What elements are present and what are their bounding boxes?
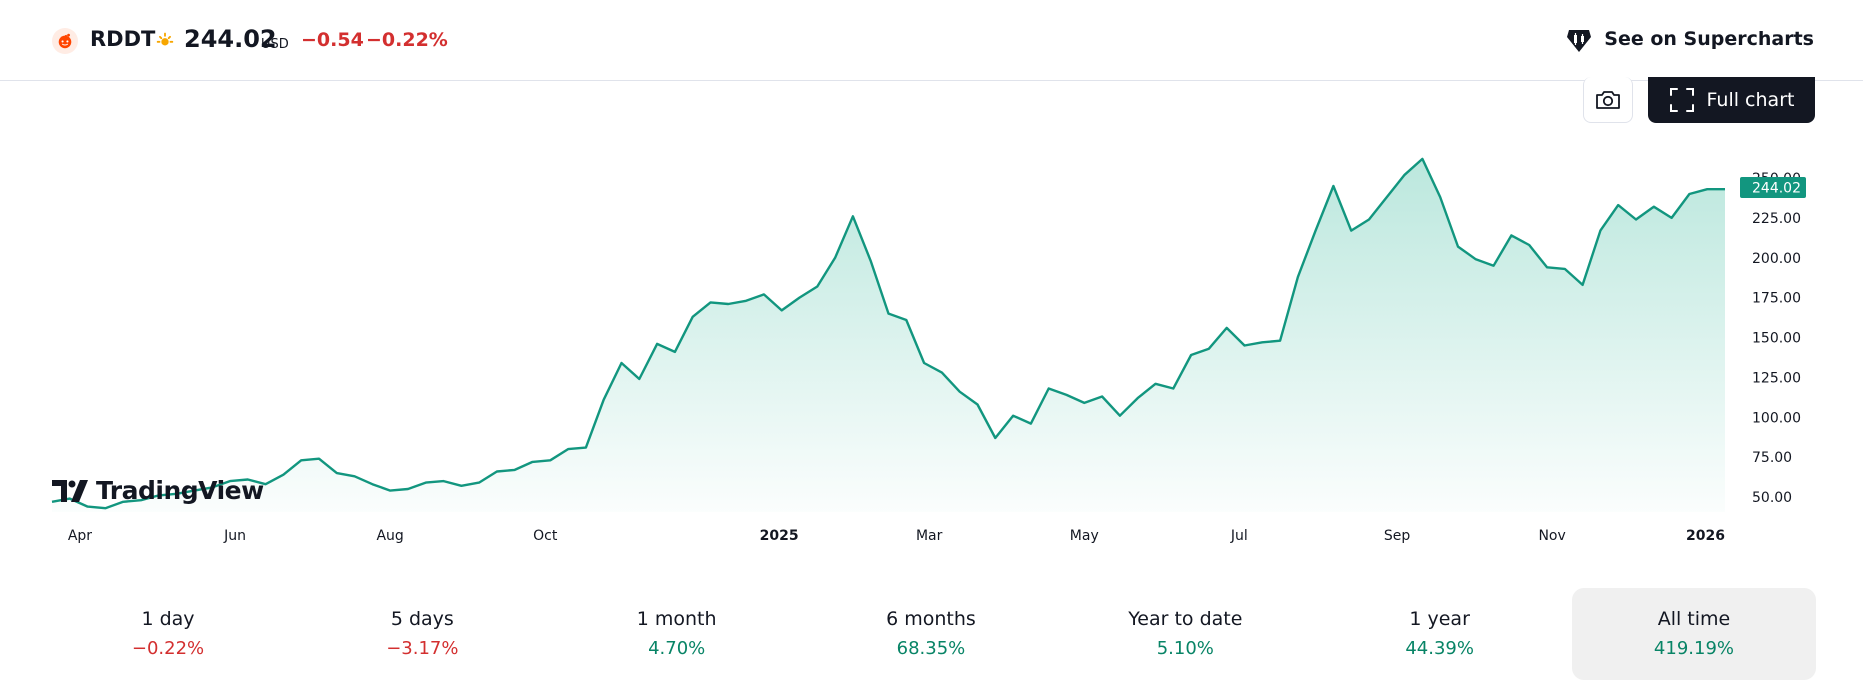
- period-change: 419.19%: [1653, 638, 1735, 659]
- x-tick-label: May: [1070, 528, 1099, 544]
- period-label: 5 days: [390, 608, 454, 630]
- x-tick-label: 2025: [760, 528, 799, 544]
- symbol-header: RDDT 244.02 USD −0.54 −0.22% See on Supe…: [0, 0, 1863, 81]
- x-tick-label: Jul: [1230, 528, 1248, 544]
- period-button[interactable]: 5 days −3.17%: [300, 588, 544, 680]
- y-tick-label: 100.00: [1752, 410, 1801, 426]
- period-button[interactable]: Year to date 5.10%: [1063, 588, 1307, 680]
- market-session-sun-icon: [156, 32, 174, 46]
- time-axis: Apr Jun Aug Oct 2025 Mar May Jul Sep Nov 2026: [68, 528, 1725, 544]
- see-on-supercharts-link[interactable]: See on Supercharts: [1564, 24, 1814, 54]
- last-price: 244.02: [184, 25, 277, 53]
- tradingview-logo-icon: [52, 479, 88, 502]
- supercharts-label: See on Supercharts: [1604, 28, 1814, 50]
- last-price-marker-label: 244.02: [1752, 181, 1801, 197]
- y-tick-label: 200.00: [1752, 251, 1801, 267]
- tradingview-logo[interactable]: TradingView: [52, 476, 264, 505]
- y-tick-label: 50.00: [1752, 490, 1792, 506]
- tradingview-logo-text: TradingView: [96, 476, 264, 505]
- period-button[interactable]: 1 month 4.70%: [555, 588, 799, 680]
- y-tick-label: 125.00: [1752, 370, 1801, 386]
- y-tick-label: 225.00: [1752, 211, 1801, 227]
- period-change: 44.39%: [1405, 638, 1474, 659]
- period-label: 6 months: [886, 608, 976, 630]
- x-tick-label: 2026: [1686, 528, 1725, 544]
- x-tick-label: Mar: [916, 528, 943, 544]
- supercharts-icon: [1567, 30, 1592, 52]
- period-selector: 1 day −0.22% 5 days −3.17% 1 month 4.70% 6 mon…: [46, 588, 1816, 680]
- last-price-marker-bg: [1740, 177, 1806, 199]
- last-price-marker: 244.02: [1740, 177, 1806, 199]
- period-button[interactable]: 6 months 68.35%: [809, 588, 1053, 680]
- full-chart-label: Full chart: [1706, 89, 1795, 111]
- period-change: 4.70%: [648, 638, 706, 659]
- y-tick-label: 175.00: [1752, 291, 1801, 307]
- period-button[interactable]: 1 day −0.22%: [46, 588, 290, 680]
- period-button[interactable]: 1 year 44.39%: [1318, 588, 1562, 680]
- y-tick-label: 75.00: [1752, 450, 1792, 466]
- period-label: 1 year: [1409, 608, 1470, 630]
- period-button[interactable]: All time 419.19%: [1571, 588, 1816, 680]
- camera-icon: [1596, 90, 1620, 109]
- price-line: [51, 157, 1725, 510]
- full-chart-button[interactable]: Full chart: [1648, 77, 1815, 123]
- symbol-ticker[interactable]: RDDT: [90, 27, 156, 51]
- period-change: −0.22%: [131, 638, 205, 659]
- price-change-percent: −0.22%: [366, 29, 448, 51]
- y-tick-label: 150.00: [1752, 331, 1801, 347]
- price-change: −0.54: [301, 29, 364, 51]
- period-change: −3.17%: [386, 638, 459, 659]
- x-tick-label: Nov: [1538, 528, 1565, 544]
- x-tick-label: Sep: [1384, 528, 1411, 544]
- x-tick-label: Apr: [68, 528, 92, 544]
- period-label: 1 day: [141, 608, 195, 630]
- price-axis: 250.00225.00200.00175.00150.00125.00100.…: [1752, 171, 1801, 506]
- x-tick-label: Aug: [376, 528, 403, 544]
- fullscreen-icon: [1669, 88, 1694, 112]
- period-label: 1 month: [636, 608, 717, 630]
- period-label: Year to date: [1128, 608, 1243, 630]
- price-currency: USD: [261, 37, 289, 52]
- period-label: All time: [1657, 608, 1731, 630]
- x-tick-label: Jun: [223, 528, 246, 544]
- period-change: 68.35%: [896, 638, 966, 659]
- period-change: 5.10%: [1156, 638, 1214, 659]
- price-area-fill: [52, 158, 1725, 512]
- snapshot-button[interactable]: [1583, 77, 1633, 123]
- price-chart[interactable]: 250.00225.00200.00175.00150.00125.00100.…: [0, 81, 1863, 561]
- reddit-logo-icon: [52, 28, 78, 54]
- x-tick-label: Oct: [533, 528, 558, 544]
